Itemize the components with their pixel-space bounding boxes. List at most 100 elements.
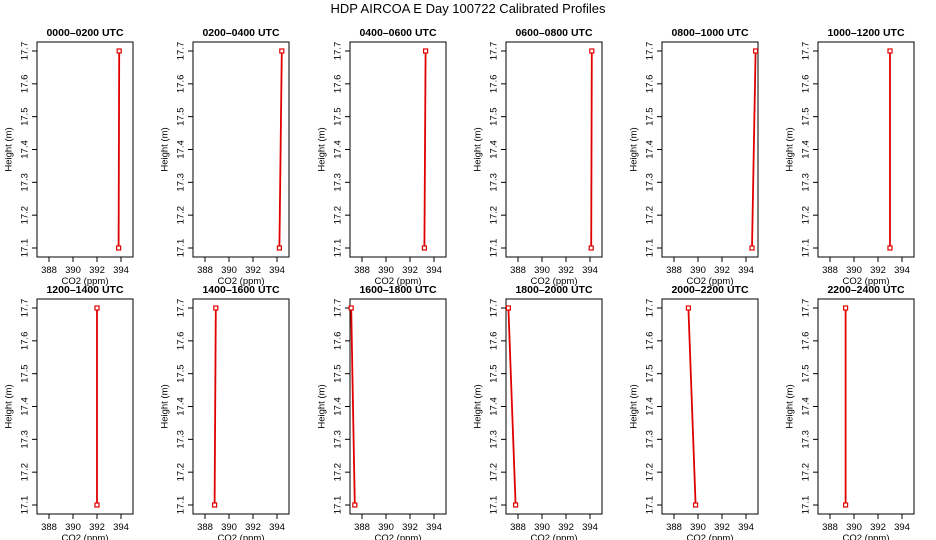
y-tick-label: 17.1 bbox=[489, 496, 500, 515]
x-tick-label: 394 bbox=[269, 265, 285, 276]
y-axis-label: Height (m) bbox=[4, 127, 15, 171]
y-tick-label: 17.6 bbox=[176, 75, 187, 94]
y-tick-label: 17.2 bbox=[333, 206, 344, 225]
panel-4: 0600–0800 UTC 388 390 392 394 CO2 (ppm) 17.1 17… bbox=[473, 27, 603, 287]
y-tick-label: 17.4 bbox=[20, 397, 31, 416]
y-axis-label: Height (m) bbox=[785, 127, 796, 171]
profile-point bbox=[692, 502, 699, 508]
x-tick-label: 392 bbox=[245, 522, 261, 533]
x-tick-label: 392 bbox=[89, 522, 105, 533]
y-tick-label: 17.3 bbox=[20, 430, 31, 449]
profile-point bbox=[94, 305, 100, 311]
x-axis-label: CO2 (ppm) bbox=[375, 533, 422, 540]
x-tick-label: 390 bbox=[690, 265, 706, 276]
y-tick-label: 17.5 bbox=[489, 107, 500, 126]
panel-2: 0200–0400 UTC 388 390 392 394 CO2 (ppm) 17.1 17… bbox=[160, 27, 290, 287]
y-tick-label: 17.2 bbox=[333, 463, 344, 482]
panel-3: 0400–0600 UTC 388 390 392 394 CO2 (ppm) 17.1 17… bbox=[317, 27, 447, 287]
profile-point bbox=[588, 245, 594, 251]
y-tick-label: 17.5 bbox=[333, 364, 344, 383]
y-tick-label: 17.2 bbox=[20, 206, 31, 225]
x-tick-label: 388 bbox=[197, 522, 213, 533]
y-tick-label: 17.7 bbox=[489, 299, 500, 318]
profile-point bbox=[887, 245, 893, 251]
panel-title: 1800–2000 UTC bbox=[515, 284, 592, 296]
profile-point bbox=[276, 245, 282, 251]
y-tick-label: 17.1 bbox=[176, 496, 187, 515]
x-tick-label: 392 bbox=[870, 265, 886, 276]
panel-title: 1200–1400 UTC bbox=[46, 284, 123, 296]
profile-line bbox=[751, 50, 757, 249]
y-axis-label: Height (m) bbox=[160, 127, 171, 171]
y-axis-label: Height (m) bbox=[317, 384, 328, 428]
y-tick-label: 17.4 bbox=[801, 397, 812, 416]
y-tick-label: 17.4 bbox=[489, 140, 500, 159]
profile-point bbox=[94, 502, 100, 508]
y-tick-label: 17.6 bbox=[20, 332, 31, 351]
x-tick-label: 394 bbox=[582, 522, 598, 533]
y-tick-label: 17.3 bbox=[801, 430, 812, 449]
x-axis-label: CO2 (ppm) bbox=[218, 533, 265, 540]
x-tick-label: 388 bbox=[510, 522, 526, 533]
panel-8: 1400–1600 UTC 388 390 392 394 CO2 (ppm) 17.1 17… bbox=[160, 284, 290, 540]
profile-point bbox=[685, 305, 692, 311]
plot-frame bbox=[817, 298, 915, 515]
x-tick-label: 394 bbox=[582, 265, 598, 276]
y-tick-label: 17.1 bbox=[20, 239, 31, 258]
plot-frame bbox=[36, 298, 134, 515]
y-tick-label: 17.1 bbox=[176, 239, 187, 258]
profile-point bbox=[116, 48, 122, 54]
profile-point bbox=[749, 245, 755, 251]
plot-frame bbox=[349, 298, 447, 515]
panel-title: 1400–1600 UTC bbox=[202, 284, 279, 296]
x-tick-label: 390 bbox=[65, 265, 81, 276]
x-axis-label: CO2 (ppm) bbox=[218, 276, 265, 287]
y-tick-label: 17.5 bbox=[20, 107, 31, 126]
x-tick-label: 392 bbox=[714, 265, 730, 276]
profile-line bbox=[423, 50, 427, 249]
y-tick-label: 17.7 bbox=[489, 42, 500, 61]
plot-frame bbox=[661, 41, 759, 258]
y-tick-label: 17.6 bbox=[489, 332, 500, 351]
x-tick-label: 392 bbox=[402, 522, 418, 533]
y-tick-label: 17.2 bbox=[801, 463, 812, 482]
x-tick-label: 390 bbox=[846, 265, 862, 276]
profile-point bbox=[279, 48, 285, 54]
y-tick-label: 17.6 bbox=[645, 75, 656, 94]
y-tick-label: 17.2 bbox=[645, 463, 656, 482]
profile-point bbox=[213, 305, 219, 311]
x-tick-label: 394 bbox=[113, 522, 129, 533]
y-tick-label: 17.6 bbox=[176, 332, 187, 351]
y-tick-label: 17.2 bbox=[801, 206, 812, 225]
x-tick-label: 394 bbox=[894, 265, 910, 276]
y-tick-label: 17.4 bbox=[176, 140, 187, 159]
y-axis-label: Height (m) bbox=[629, 384, 640, 428]
panel-12: 2200–2400 UTC 388 390 392 394 CO2 (ppm) 17.1 17… bbox=[785, 284, 915, 540]
x-tick-label: 394 bbox=[738, 265, 754, 276]
y-axis-label: Height (m) bbox=[785, 384, 796, 428]
x-tick-label: 392 bbox=[558, 265, 574, 276]
panel-title: 2200–2400 UTC bbox=[827, 284, 904, 296]
profile-point bbox=[115, 245, 122, 251]
profile-point bbox=[887, 48, 893, 54]
x-tick-label: 394 bbox=[426, 522, 442, 533]
y-tick-label: 17.1 bbox=[645, 239, 656, 258]
panel-9: 1600–1800 UTC 388 390 392 394 CO2 (ppm) 17.1 17… bbox=[317, 284, 447, 540]
plot-frame bbox=[192, 298, 290, 515]
profile-point bbox=[842, 305, 849, 311]
x-tick-label: 394 bbox=[894, 522, 910, 533]
y-tick-label: 17.6 bbox=[333, 332, 344, 351]
y-tick-label: 17.4 bbox=[645, 140, 656, 159]
plot-frame bbox=[192, 41, 290, 258]
y-tick-label: 17.5 bbox=[645, 364, 656, 383]
y-tick-label: 17.1 bbox=[333, 239, 344, 258]
x-tick-label: 388 bbox=[354, 265, 370, 276]
x-tick-label: 390 bbox=[378, 265, 394, 276]
y-tick-label: 17.1 bbox=[489, 239, 500, 258]
figure-title: HDP AIRCOA E Day 100722 Calibrated Profi… bbox=[330, 1, 606, 16]
x-tick-label: 392 bbox=[714, 522, 730, 533]
panel-title: 0400–0600 UTC bbox=[359, 27, 436, 39]
y-tick-label: 17.5 bbox=[645, 107, 656, 126]
y-axis-label: Height (m) bbox=[473, 127, 484, 171]
